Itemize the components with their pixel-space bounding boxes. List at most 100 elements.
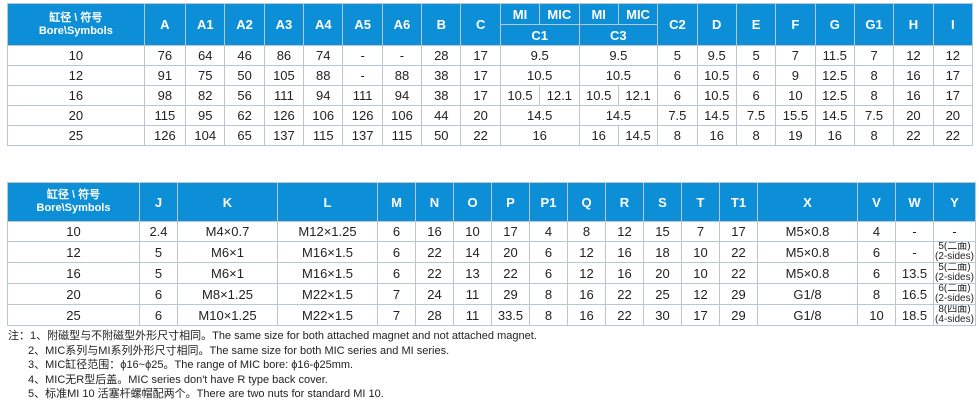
table-cell: 11.5: [814, 45, 855, 66]
table-cell: 24: [415, 283, 454, 305]
corner-label-en: Bore\Symbols: [36, 202, 111, 214]
table-cell: 16: [578, 125, 619, 146]
table-cell: 25: [643, 283, 682, 305]
table-row: 20 6 M8×1.25 M22×1.5 7 24 11 29 8 16 22 25 12 29 G1/8 8…: [7, 283, 976, 305]
table-cell: 25: [7, 125, 145, 146]
table-cell: 11: [453, 283, 492, 305]
table-cell: 16: [696, 125, 737, 146]
table-cell: M12×1.25: [277, 221, 378, 242]
table-cell: 8: [529, 304, 568, 326]
table-cell: 16: [7, 85, 145, 106]
table-cell: 6: [657, 85, 698, 106]
col-header: G1: [853, 3, 895, 46]
table-cell: 5: [139, 241, 178, 263]
table-cell: 106: [381, 105, 423, 126]
col-header: L: [277, 182, 378, 222]
table-cell: 17: [491, 221, 530, 242]
table-cell: M5×0.8: [757, 221, 858, 242]
table-cell: 7.5: [853, 105, 895, 126]
table-cell: 12.5: [814, 85, 855, 106]
table-cell: 25: [7, 304, 140, 326]
col-header: Y: [933, 182, 976, 222]
col-header: Q: [567, 182, 606, 222]
table-cell: 9.5: [578, 45, 659, 66]
table-cell: 17: [932, 85, 974, 106]
table-cell: 10: [775, 85, 816, 106]
table-cell: M16×1.5: [277, 241, 378, 263]
table-cell: 22: [719, 241, 758, 263]
table-cell: 14: [453, 241, 492, 263]
table-cell: 20: [460, 105, 501, 126]
table-cell: 5: [735, 45, 777, 66]
table-cell: 12.1: [539, 85, 580, 106]
table-cell: M10×1.25: [177, 304, 278, 326]
corner-header: 缸径 \ 符号 Bore\Symbols: [7, 3, 145, 46]
table-cell: 12: [7, 241, 140, 263]
dimension-table-2: 缸径 \ 符号 Bore\Symbols J K L M N O P P1 Q R S T T1 X V W Y…: [7, 182, 976, 326]
col-header-mi: MI: [578, 3, 619, 25]
col-header: X: [757, 182, 858, 222]
table-cell: 5: [139, 262, 178, 284]
table-cell: 10: [681, 262, 720, 284]
table-cell: M22×1.5: [277, 283, 378, 305]
table-cell: 12: [567, 241, 606, 263]
table-cell: 18: [643, 241, 682, 263]
table-cell: 44: [421, 105, 462, 126]
table-cell: 22: [415, 241, 454, 263]
table-cell: 5: [657, 45, 698, 66]
col-header: E: [735, 3, 777, 46]
table-cell: 76: [143, 45, 187, 66]
note-line: 注：1、附磁型与不附磁型外形尺寸相同。The same size for bot…: [8, 330, 537, 342]
table-cell: 10: [453, 221, 492, 242]
table-cell: 22: [893, 125, 934, 146]
table-cell: 19: [775, 125, 816, 146]
table-cell: 8: [529, 283, 568, 305]
table-cell: 22: [932, 125, 974, 146]
table-cell: 6: [735, 65, 777, 86]
col-header: T: [681, 182, 720, 222]
corner-header: 缸径 \ 符号 Bore\Symbols: [7, 182, 140, 222]
table-cell: 50: [224, 65, 265, 86]
table-cell: G1/8: [757, 283, 858, 305]
table-cell: 4: [529, 221, 568, 242]
table-cell: 17: [681, 304, 720, 326]
table-cell: 137: [342, 125, 383, 146]
table-cell: -: [342, 45, 383, 66]
table-cell: 10.5: [499, 65, 580, 86]
table-cell: 12: [7, 65, 145, 86]
table-cell: 16: [567, 304, 606, 326]
table-cell: 12: [605, 221, 644, 242]
table-cell: 7: [681, 221, 720, 242]
table-cell: 82: [185, 85, 226, 106]
table-row: 12 91 75 50 105 88-88 38 17 10.5 10.5 6 10.5 6 9 12.5 8…: [7, 65, 974, 86]
col-header: B: [421, 3, 462, 46]
table-cell: 56: [224, 85, 265, 106]
table-cell: M22×1.5: [277, 304, 378, 326]
table-cell: 38: [421, 85, 462, 106]
table-cell: 14.5: [578, 105, 659, 126]
table-cell: 20: [893, 105, 934, 126]
table-cell: 16: [567, 283, 606, 305]
col-header-mic: MIC: [617, 3, 659, 25]
table-cell: 64: [185, 45, 226, 66]
table-cell: 7: [853, 45, 895, 66]
table-cell: 6: [139, 283, 178, 305]
table-cell: 95: [185, 105, 226, 126]
table-cell: 6: [377, 221, 416, 242]
table-cell: 17: [719, 221, 758, 242]
table-cell: 14.5: [617, 125, 659, 146]
corner-label-cn: 缸径 \ 符号: [46, 189, 101, 201]
table-cell: 86: [263, 45, 305, 66]
table-row: 20 115 95 62 126 106 126 106 44 20 14.5 14.5 7.5 14.5…: [7, 105, 974, 126]
col-header: G: [814, 3, 855, 46]
table-cell: 15: [643, 221, 682, 242]
table-cell: 16: [499, 125, 580, 146]
table-cell: 17: [460, 85, 501, 106]
col-header: J: [139, 182, 178, 222]
table-cell: 5(二面) (2-sides): [933, 262, 976, 284]
table-cell: 16: [893, 85, 934, 106]
notes: 注：1、附磁型与不附磁型外形尺寸相同。The same size for bot…: [8, 329, 537, 402]
col-header: C2: [657, 3, 698, 46]
table-cell: 13.5: [895, 262, 934, 284]
table-cell: M5×0.8: [757, 262, 858, 284]
